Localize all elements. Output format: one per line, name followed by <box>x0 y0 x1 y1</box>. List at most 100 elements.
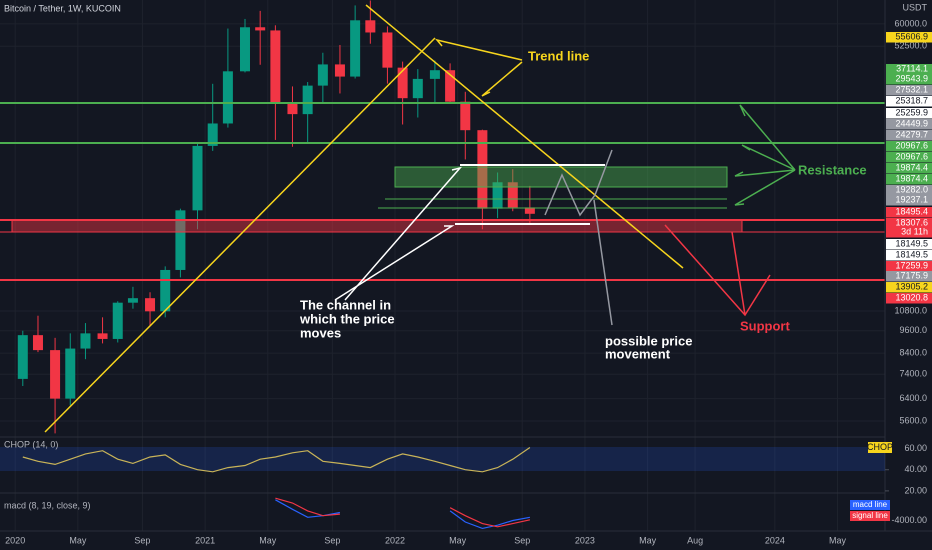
price-label-bg <box>886 85 932 96</box>
arrow <box>741 144 796 171</box>
chop-title: CHOP (14, 0) <box>4 439 58 449</box>
trend-line <box>44 37 436 433</box>
price-label-bg <box>886 119 932 130</box>
candle-body <box>302 85 313 115</box>
candle-body <box>350 20 361 77</box>
price-label-bg <box>886 74 932 85</box>
y-tick-label: 10800.0 <box>894 305 927 315</box>
x-tick-label: 2023 <box>575 535 595 545</box>
y-tick-label: 60000.0 <box>894 18 927 28</box>
y-tick-label: 7400.0 <box>899 369 927 379</box>
channel-note: moves <box>300 325 341 340</box>
y-tick-label: 6400.0 <box>899 393 927 403</box>
candle-body <box>127 298 138 303</box>
price-label-bg <box>886 108 932 119</box>
price-axis: 60000.0 52500.0 10800.0 9600.0 8400.0 7400.0 6… <box>886 18 932 425</box>
x-tick-label: May <box>69 535 87 545</box>
price-label: 18495.4 <box>895 206 928 216</box>
arrow <box>344 166 463 301</box>
candle-body <box>412 78 423 99</box>
candle-body <box>507 182 518 208</box>
macd-line <box>275 497 531 528</box>
candle-body <box>239 27 250 72</box>
price-label: 20967.6 <box>895 140 928 150</box>
x-tick-label: Sep <box>134 535 150 545</box>
arrow <box>334 225 455 301</box>
candle-body <box>445 70 456 102</box>
price-label: 18149.5 <box>895 238 928 248</box>
price-label-bg <box>886 130 932 141</box>
x-tick-label: May <box>259 535 277 545</box>
candle-body <box>32 335 43 351</box>
price-label-bg <box>886 227 932 238</box>
legend-label: signal line <box>852 511 888 520</box>
price-label-bg <box>886 250 932 261</box>
candle-body <box>65 348 76 399</box>
x-tick-label: Sep <box>324 535 340 545</box>
arrow <box>739 104 796 171</box>
candle-body <box>207 123 218 146</box>
chop-band <box>0 447 885 471</box>
projection <box>544 149 613 217</box>
candle-body <box>80 333 91 349</box>
chop-badge-bg <box>868 442 892 453</box>
price-label: 20967.6 <box>895 151 928 161</box>
price-label: 25318.7 <box>895 95 928 105</box>
currency: USDT <box>903 2 928 12</box>
price-label: 55606.9 <box>895 31 928 41</box>
trend-line <box>365 4 684 269</box>
candle-body <box>334 64 345 77</box>
x-tick-label: May <box>829 535 847 545</box>
chop-tick-label: 20.00 <box>904 485 927 495</box>
price-label: 19874.4 <box>895 173 928 183</box>
price-label-bg <box>886 96 932 107</box>
price-label: 27532.1 <box>895 84 928 94</box>
possible-note: movement <box>605 346 671 361</box>
candle-body <box>365 20 376 33</box>
chop-tick-label: 60.00 <box>904 443 927 453</box>
legend-swatch <box>850 500 890 510</box>
candle-body <box>477 130 488 209</box>
candle-body <box>397 67 408 99</box>
x-tick-label: 2021 <box>195 535 215 545</box>
price-label: 18307.6 <box>895 217 928 227</box>
price-label-bg <box>886 152 932 163</box>
drawings <box>0 4 885 433</box>
trend-note: Trend line <box>528 48 589 63</box>
price-label-bg <box>886 271 932 282</box>
candle-body <box>460 101 471 131</box>
arrow <box>734 169 796 177</box>
macd-title: macd (8, 19, close, 9) <box>4 500 91 510</box>
chart-title: Bitcoin / Tether, 1W, KUCOIN <box>4 3 121 13</box>
chop-line <box>22 447 531 473</box>
price-label-bg <box>886 282 932 293</box>
price-label-bg <box>886 141 932 152</box>
candle-body <box>145 298 156 312</box>
price-label: 17259.9 <box>895 260 928 270</box>
candle-body <box>97 333 108 339</box>
x-tick-label: May <box>449 535 467 545</box>
resistance-note: Resistance <box>798 162 867 177</box>
price-label-bg <box>886 239 932 250</box>
price-label: 24449.9 <box>895 118 928 128</box>
price-label-bg <box>886 207 932 218</box>
x-tick-label: May <box>639 535 657 545</box>
price-label-bg <box>886 261 932 272</box>
support-note: Support <box>740 318 790 333</box>
candle-body <box>255 27 266 31</box>
price-label: 24279.7 <box>895 129 928 139</box>
candle-body <box>270 30 281 104</box>
y-tick-label: 52500.0 <box>894 41 927 51</box>
candle-body <box>287 103 298 115</box>
price-label: 13905.2 <box>895 281 928 291</box>
candle-body <box>50 350 61 399</box>
candle-body <box>222 71 233 124</box>
price-label-bg <box>886 163 932 174</box>
candles <box>17 0 535 434</box>
price-label-bg <box>886 32 932 43</box>
price-label: 13020.8 <box>895 292 928 302</box>
x-tick-label: 2020 <box>5 535 25 545</box>
arrow <box>434 38 523 61</box>
arrow <box>731 231 746 316</box>
